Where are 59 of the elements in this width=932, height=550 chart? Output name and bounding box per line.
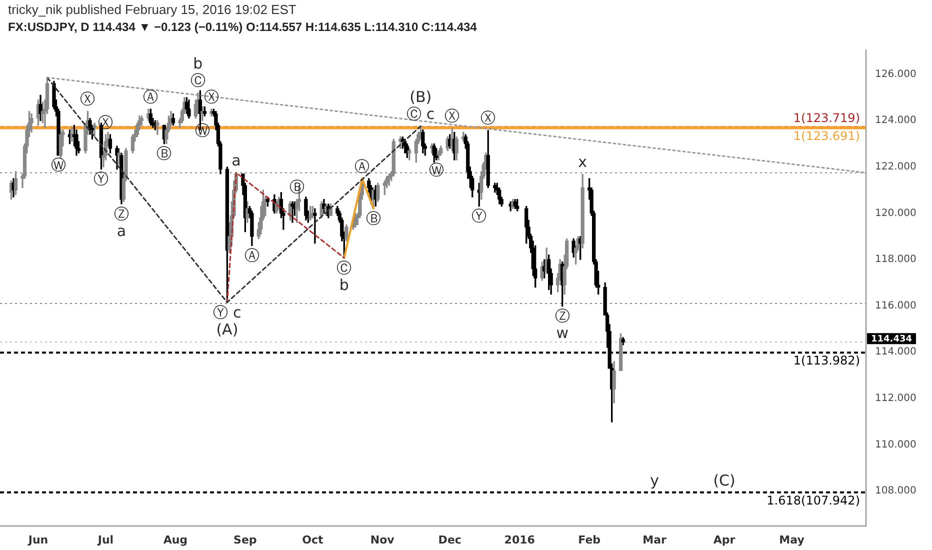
annotation: x (578, 153, 588, 172)
y-tick-label: 114.000 (875, 346, 916, 358)
annotation: b (339, 276, 349, 294)
x-tick-label: Dec (438, 533, 462, 546)
ref-line-label: 1(123.691) (793, 128, 860, 143)
x-tick-label: Mar (642, 533, 668, 546)
annotation: (B) (410, 88, 432, 106)
chart-title: FX:USDJPY, D 114.434 ▼ −0.123 (−0.11%) O:114.557 H:114.635 L:114.310 C:114.434 (8, 20, 478, 34)
annotation: Ⓧ (80, 90, 96, 108)
annotation: Ⓨ (94, 170, 109, 188)
y-tick-label: 124.000 (875, 115, 916, 126)
annotation: Ⓑ (289, 178, 304, 196)
annotation: Ⓒ c (406, 105, 435, 124)
x-tick-label: Jul (96, 533, 114, 546)
annotation: Ⓦ (50, 156, 66, 174)
annotation: Ⓩ (114, 204, 129, 223)
annotation: w (556, 324, 568, 342)
annotation: Ⓑ (366, 209, 381, 228)
annotation: Ⓩ (554, 307, 570, 326)
annotation: Ⓧ (204, 88, 219, 106)
x-tick-label: 2016 (504, 533, 536, 546)
annotation: (C) (713, 471, 736, 490)
y-tick-label: 122.000 (875, 162, 916, 173)
y-tick-label: 120.000 (875, 208, 916, 219)
y-tick-label: 110.000 (875, 439, 916, 450)
x-tick-label: Feb (578, 533, 601, 546)
annotation: Ⓦ (428, 160, 444, 179)
annotation: Ⓧ (444, 106, 460, 125)
annotation: Ⓒ (336, 258, 352, 277)
ref-line-label: 114.434 (871, 334, 912, 344)
ref-line-label: 1.618(107.942) (766, 494, 860, 508)
x-tick-label: Nov (370, 533, 396, 546)
y-tick-label: 112.000 (875, 393, 916, 404)
ref-line-label: 1(123.719) (793, 111, 860, 126)
annotation: Ⓨ (472, 207, 487, 226)
x-tick-label: Oct (302, 533, 324, 546)
y-tick-label: 108.000 (875, 486, 916, 497)
x-tick-label: Apr (713, 533, 736, 546)
annotation: Ⓐ (354, 157, 370, 176)
annotation: a (116, 222, 126, 240)
annotation: y (650, 471, 660, 490)
y-tick-label: 118.000 (875, 254, 916, 266)
annotation: Ⓐ (244, 246, 260, 265)
x-tick-label: Aug (163, 533, 188, 546)
annotation: Ⓨ c (213, 303, 242, 322)
y-tick-label: 126.000 (875, 68, 916, 80)
ref-line-label: 1(113.982) (793, 354, 860, 368)
annotation: Ⓑ (156, 144, 172, 163)
x-tick-label: Jun (27, 533, 48, 546)
annotation: Ⓧ (480, 109, 496, 128)
annotation: Ⓐ (143, 88, 158, 106)
annotation: a (232, 152, 241, 170)
annotation: (A) (216, 320, 238, 338)
annotation: b (193, 54, 203, 73)
chart-subtitle: tricky_nik published February 15, 2016 19:02 EST (8, 2, 298, 17)
annotation: Ⓒ (190, 72, 206, 90)
x-tick-label: Sep (234, 533, 257, 546)
y-tick-label: 116.000 (875, 300, 916, 312)
x-tick-label: May (779, 533, 804, 546)
